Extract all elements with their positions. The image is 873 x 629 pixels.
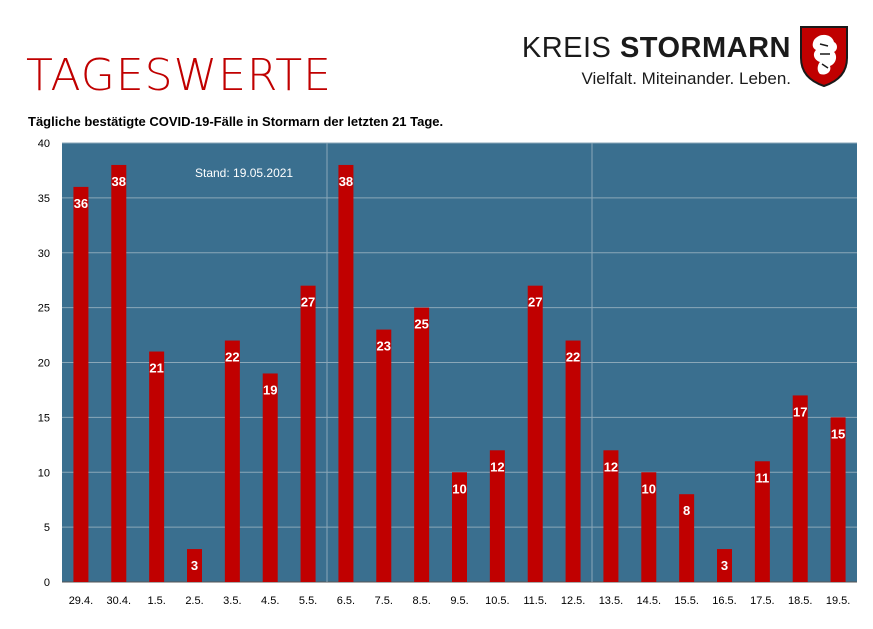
- bar: [73, 186, 89, 582]
- x-tick-label: 8.5.: [412, 595, 430, 607]
- bar: [489, 450, 505, 582]
- bar: [603, 450, 619, 582]
- data-label: 3: [721, 558, 728, 573]
- y-axis-ticks: 0 5 10 15 20 25 30 35 40: [38, 138, 50, 589]
- x-axis-ticks: 29.4. 30.4. 1.5. 2.5. 3.5. 4.5. 5.5. 6.5. 7.5. 8.…: [69, 595, 851, 607]
- brand-name-bold: STORMARN: [619, 32, 791, 64]
- data-label: 22: [225, 350, 239, 365]
- x-tick-label: 2.5.: [185, 595, 203, 607]
- x-tick-label: 12.5.: [561, 595, 585, 607]
- x-tick-label: 30.4.: [107, 595, 131, 607]
- brand-logo: KREIS STORMARN Vielfalt. Miteinander. Le…: [522, 34, 791, 89]
- x-tick-label: 11.5.: [523, 595, 547, 607]
- bar: [149, 351, 165, 582]
- y-tick-label: 25: [38, 303, 50, 315]
- y-tick-label: 35: [38, 193, 50, 205]
- date-annotation: Stand: 19.05.2021: [195, 166, 293, 180]
- data-label: 19: [263, 382, 277, 397]
- data-label: 23: [377, 339, 391, 354]
- bar: [224, 340, 240, 582]
- y-tick-label: 15: [38, 412, 50, 424]
- bar: [187, 549, 202, 582]
- data-label: 15: [831, 426, 845, 441]
- bar: [414, 307, 430, 582]
- bar: [565, 340, 581, 582]
- bar: [754, 461, 770, 582]
- data-label: 36: [74, 196, 88, 211]
- x-tick-label: 1.5.: [147, 595, 165, 607]
- week-separators: [326, 143, 593, 582]
- x-tick-label: 29.4.: [69, 595, 93, 607]
- data-label: 10: [452, 481, 466, 496]
- data-label: 17: [793, 404, 807, 419]
- data-label: 21: [149, 361, 163, 376]
- data-label: 8: [683, 503, 690, 518]
- brand-tagline: Vielfalt. Miteinander. Leben.: [581, 69, 792, 88]
- data-label: 10: [642, 481, 656, 496]
- x-tick-label: 7.5.: [375, 595, 393, 607]
- bar: [527, 285, 543, 582]
- bar: [111, 164, 127, 582]
- data-label: 38: [339, 174, 353, 189]
- data-label: 12: [604, 459, 618, 474]
- data-label: 27: [301, 295, 315, 310]
- y-tick-label: 20: [38, 358, 50, 370]
- x-tick-label: 18.5.: [788, 595, 812, 607]
- bar: [717, 549, 732, 582]
- data-labels: 36 38 21 3 22 19 27 38 23 25 10 12 27 22 12 10 8 3 11 17 15: [74, 174, 846, 573]
- x-tick-label: 10.5.: [485, 595, 509, 607]
- data-label: 3: [191, 558, 198, 573]
- y-tick-label: 0: [44, 577, 50, 589]
- bar: [452, 472, 467, 582]
- bar: [338, 164, 354, 582]
- bar: [300, 285, 316, 582]
- x-tick-label: 3.5.: [223, 595, 241, 607]
- bar: [830, 417, 846, 582]
- bars: [73, 164, 846, 582]
- data-label: 27: [528, 295, 542, 310]
- data-label: 12: [490, 459, 504, 474]
- bar: [679, 494, 695, 582]
- coat-of-arms-icon: [800, 26, 848, 88]
- x-tick-label: 16.5.: [712, 595, 736, 607]
- bar: [376, 329, 392, 582]
- x-tick-label: 15.5.: [674, 595, 698, 607]
- brand-name: KREIS STORMARN: [522, 34, 791, 63]
- y-tick-label: 10: [38, 467, 50, 479]
- data-label: 11: [755, 470, 769, 485]
- x-tick-label: 4.5.: [261, 595, 279, 607]
- x-tick-label: 17.5.: [750, 595, 774, 607]
- bar: [792, 395, 808, 582]
- y-tick-label: 40: [38, 138, 50, 150]
- x-tick-label: 6.5.: [337, 595, 355, 607]
- data-label: 38: [112, 174, 126, 189]
- data-label: 25: [414, 317, 428, 332]
- bar: [262, 373, 278, 582]
- x-tick-label: 9.5.: [450, 595, 468, 607]
- bar: [641, 472, 657, 582]
- y-tick-label: 30: [38, 248, 50, 260]
- y-tick-label: 5: [44, 522, 50, 534]
- x-tick-label: 5.5.: [299, 595, 317, 607]
- brand-name-light: KREIS: [521, 32, 612, 64]
- x-tick-label: 14.5.: [637, 595, 661, 607]
- data-label: 22: [566, 350, 580, 365]
- x-tick-label: 19.5.: [826, 595, 850, 607]
- x-tick-label: 13.5.: [599, 595, 623, 607]
- page-title: TAGESWERTE: [26, 50, 332, 101]
- chart-subtitle: Tägliche bestätigte COVID-19-Fälle in St…: [28, 114, 444, 129]
